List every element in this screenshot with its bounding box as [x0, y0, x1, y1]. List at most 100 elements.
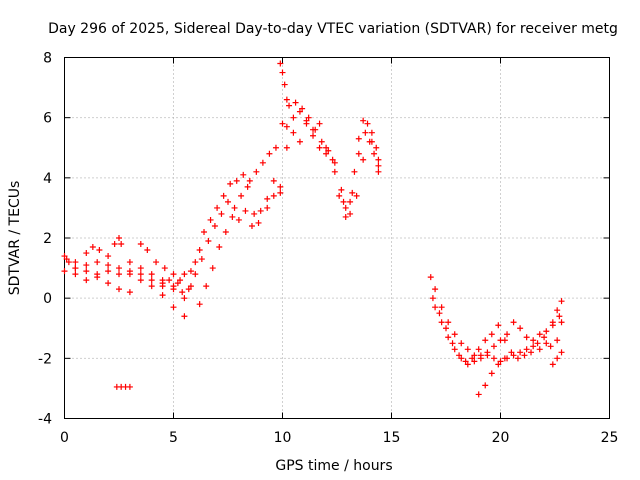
data-point-plus: [375, 162, 382, 169]
data-point-plus: [246, 177, 253, 184]
data-point-plus: [89, 244, 96, 251]
data-point-plus: [495, 361, 502, 368]
data-point-plus: [451, 331, 458, 338]
data-point-plus: [116, 265, 122, 272]
data-point-plus: [296, 108, 303, 115]
data-point-plus: [170, 304, 177, 311]
y-tick-label: 4: [43, 171, 52, 187]
data-point-plus: [277, 60, 284, 67]
data-point-plus: [554, 307, 561, 314]
data-point-plus: [187, 283, 194, 290]
x-axis-label: GPS time / hours: [275, 458, 392, 474]
data-point-plus: [209, 265, 216, 272]
data-point-plus: [192, 259, 199, 266]
x-tick-labels: 0 5 10 15 20 25: [60, 430, 618, 446]
data-point-plus: [353, 192, 360, 199]
data-point-plus: [174, 280, 181, 287]
data-point-plus: [181, 295, 188, 302]
data-point-plus: [144, 247, 151, 254]
data-point-plus: [179, 289, 186, 296]
data-point-plus: [253, 168, 260, 175]
data-point-plus: [484, 352, 491, 359]
data-point-plus: [427, 274, 434, 281]
data-point-plus: [517, 349, 524, 356]
data-point-plus: [277, 183, 284, 190]
data-point-plus: [225, 198, 231, 205]
data-point-plus: [523, 334, 530, 341]
data-point-plus: [323, 150, 330, 157]
data-point-plus: [201, 228, 208, 235]
data-point-plus: [187, 268, 194, 275]
data-point-plus: [432, 304, 439, 311]
data-point-plus: [196, 247, 203, 254]
data-point-plus: [105, 268, 112, 275]
data-point-plus: [105, 253, 112, 260]
data-point-plus: [148, 271, 155, 278]
data-point-plus: [325, 147, 332, 154]
data-point-plus: [349, 189, 356, 196]
data-point-plus: [207, 216, 214, 223]
data-point-plus: [536, 346, 543, 353]
data-point-plus: [296, 138, 303, 145]
data-point-plus: [368, 138, 375, 145]
x-tick-label: 20: [492, 430, 510, 446]
data-point-plus: [72, 271, 79, 278]
data-point-plus: [126, 383, 133, 390]
data-point-plus: [501, 337, 508, 344]
data-point-plus: [443, 325, 449, 332]
data-point-plus: [429, 295, 436, 302]
data-point-plus: [257, 207, 264, 214]
axis-ticks: [64, 57, 610, 419]
data-point-plus: [438, 304, 445, 311]
data-point-plus: [266, 150, 273, 157]
data-point-plus: [159, 280, 166, 287]
data-point-plus: [528, 349, 535, 356]
data-point-plus: [521, 352, 528, 359]
data-point-plus: [504, 331, 511, 338]
data-point-plus: [517, 325, 524, 332]
data-point-plus: [340, 198, 347, 205]
data-point-plus: [305, 114, 312, 121]
data-point-plus: [259, 159, 266, 166]
data-point-plus: [220, 192, 227, 199]
data-point-plus: [270, 177, 277, 184]
data-point-plus: [501, 355, 508, 362]
data-point-plus: [490, 343, 497, 350]
data-point-plus: [63, 256, 70, 263]
data-point-plus: [490, 355, 497, 362]
data-point-plus: [482, 382, 489, 389]
data-point-plus: [438, 319, 445, 326]
data-point-plus: [181, 313, 188, 320]
data-point-plus: [283, 144, 290, 151]
data-point-plus: [203, 283, 210, 290]
data-point-plus: [508, 349, 515, 356]
data-point-plus: [83, 268, 90, 275]
data-point-plus: [292, 99, 299, 106]
y-tick-label: 0: [43, 291, 52, 307]
data-point-plus: [432, 286, 439, 293]
data-point-plus: [338, 186, 345, 193]
data-point-plus: [558, 349, 565, 356]
chart-title: Day 296 of 2025, Sidereal Day-to-day VTE…: [48, 21, 618, 37]
data-point-plus: [116, 235, 122, 241]
data-point-plus: [198, 256, 205, 263]
data-point-plus: [558, 319, 565, 326]
data-point-plus: [222, 228, 229, 235]
data-point-plus: [547, 343, 554, 350]
y-tick-label: 6: [43, 111, 52, 127]
data-point-plus: [61, 253, 68, 260]
data-point-plus: [510, 352, 517, 359]
data-points: [61, 60, 565, 398]
data-point-plus: [83, 277, 90, 284]
x-tick-label: 5: [169, 430, 178, 446]
data-point-plus: [283, 123, 290, 130]
data-point-plus: [303, 117, 310, 124]
data-point-plus: [83, 250, 90, 257]
data-point-plus: [126, 259, 133, 266]
data-point-plus: [543, 340, 550, 347]
data-point-plus: [137, 241, 144, 248]
data-point-plus: [177, 277, 184, 284]
data-point-plus: [137, 271, 144, 278]
data-point-plus: [105, 280, 112, 287]
data-point-plus: [185, 286, 192, 293]
